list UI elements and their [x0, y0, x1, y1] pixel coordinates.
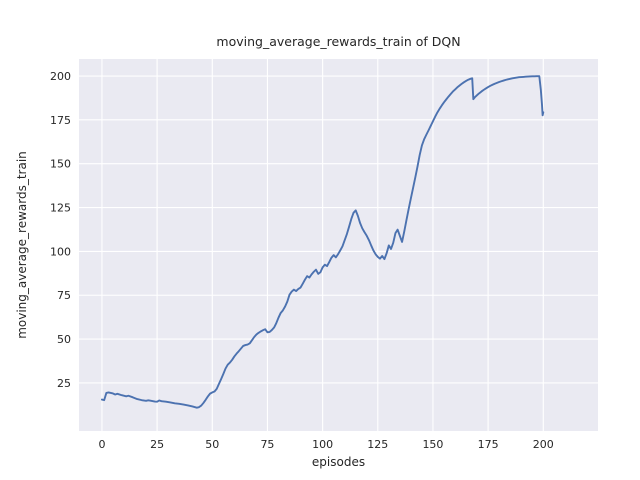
- x-tick-25: 25: [150, 438, 164, 451]
- y-tick-175: 175: [50, 114, 71, 127]
- x-tick-100: 100: [312, 438, 333, 451]
- y-tick-125: 125: [50, 202, 71, 215]
- y-tick-150: 150: [50, 158, 71, 171]
- gridlines: [79, 59, 598, 431]
- y-tick-200: 200: [50, 70, 71, 83]
- x-tick-0: 0: [98, 438, 105, 451]
- x-tick-175: 175: [478, 438, 499, 451]
- x-axis-label: episodes: [312, 455, 365, 469]
- chart-title: moving_average_rewards_train of DQN: [216, 34, 460, 49]
- dqn-rewards-line: [101, 75, 545, 409]
- y-tick-100: 100: [50, 245, 71, 258]
- y-axis-label: moving_average_rewards_train: [15, 151, 29, 339]
- x-tick-125: 125: [367, 438, 388, 451]
- tick-labels: 0 25 50 75 100 125 150 175 200 25 50 75 100 125 150 175…: [50, 70, 554, 451]
- plot-area: [79, 59, 598, 431]
- x-tick-50: 50: [205, 438, 219, 451]
- y-tick-50: 50: [57, 333, 71, 346]
- x-tick-75: 75: [260, 438, 274, 451]
- y-tick-25: 25: [57, 377, 71, 390]
- x-tick-200: 200: [533, 438, 554, 451]
- series-group: [101, 75, 545, 409]
- x-tick-150: 150: [422, 438, 443, 451]
- y-tick-75: 75: [57, 289, 71, 302]
